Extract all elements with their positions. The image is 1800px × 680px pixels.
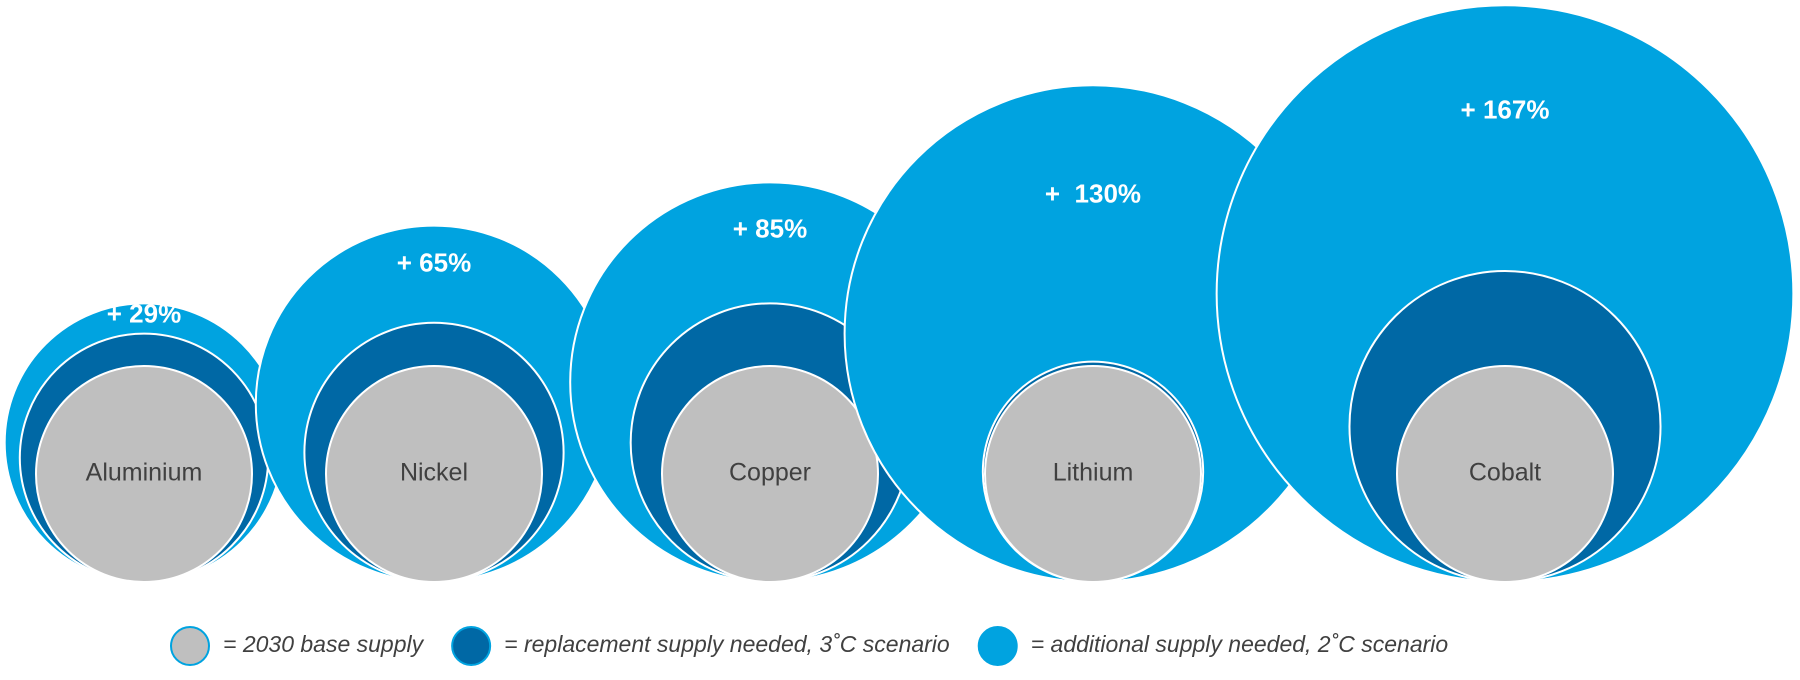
legend-swatch (451, 626, 492, 666)
base-bubble (35, 365, 253, 583)
legend-swatch (977, 626, 1018, 666)
category-label: Nickel (400, 459, 468, 487)
legend-swatch (170, 626, 210, 666)
value-label: + 167% (1461, 94, 1550, 124)
base-bubble (661, 365, 879, 583)
legend-label: = 2030 base supply (223, 631, 425, 657)
base-bubble (984, 365, 1202, 583)
legend-label: = additional supply needed, 2˚C scenario (1031, 631, 1449, 657)
base-bubble (1396, 365, 1614, 583)
category-label: Copper (729, 459, 811, 487)
category-label: Cobalt (1469, 459, 1541, 487)
value-label: + 85% (733, 214, 807, 244)
category-label: Aluminium (86, 459, 203, 487)
legend-label: = replacement supply needed, 3˚C scenari… (504, 631, 950, 657)
category-label: Lithium (1053, 459, 1134, 487)
value-label: + 29% (107, 298, 181, 328)
value-label: + 65% (397, 247, 471, 277)
value-label: + 130% (1045, 179, 1141, 209)
base-bubble (325, 365, 543, 583)
